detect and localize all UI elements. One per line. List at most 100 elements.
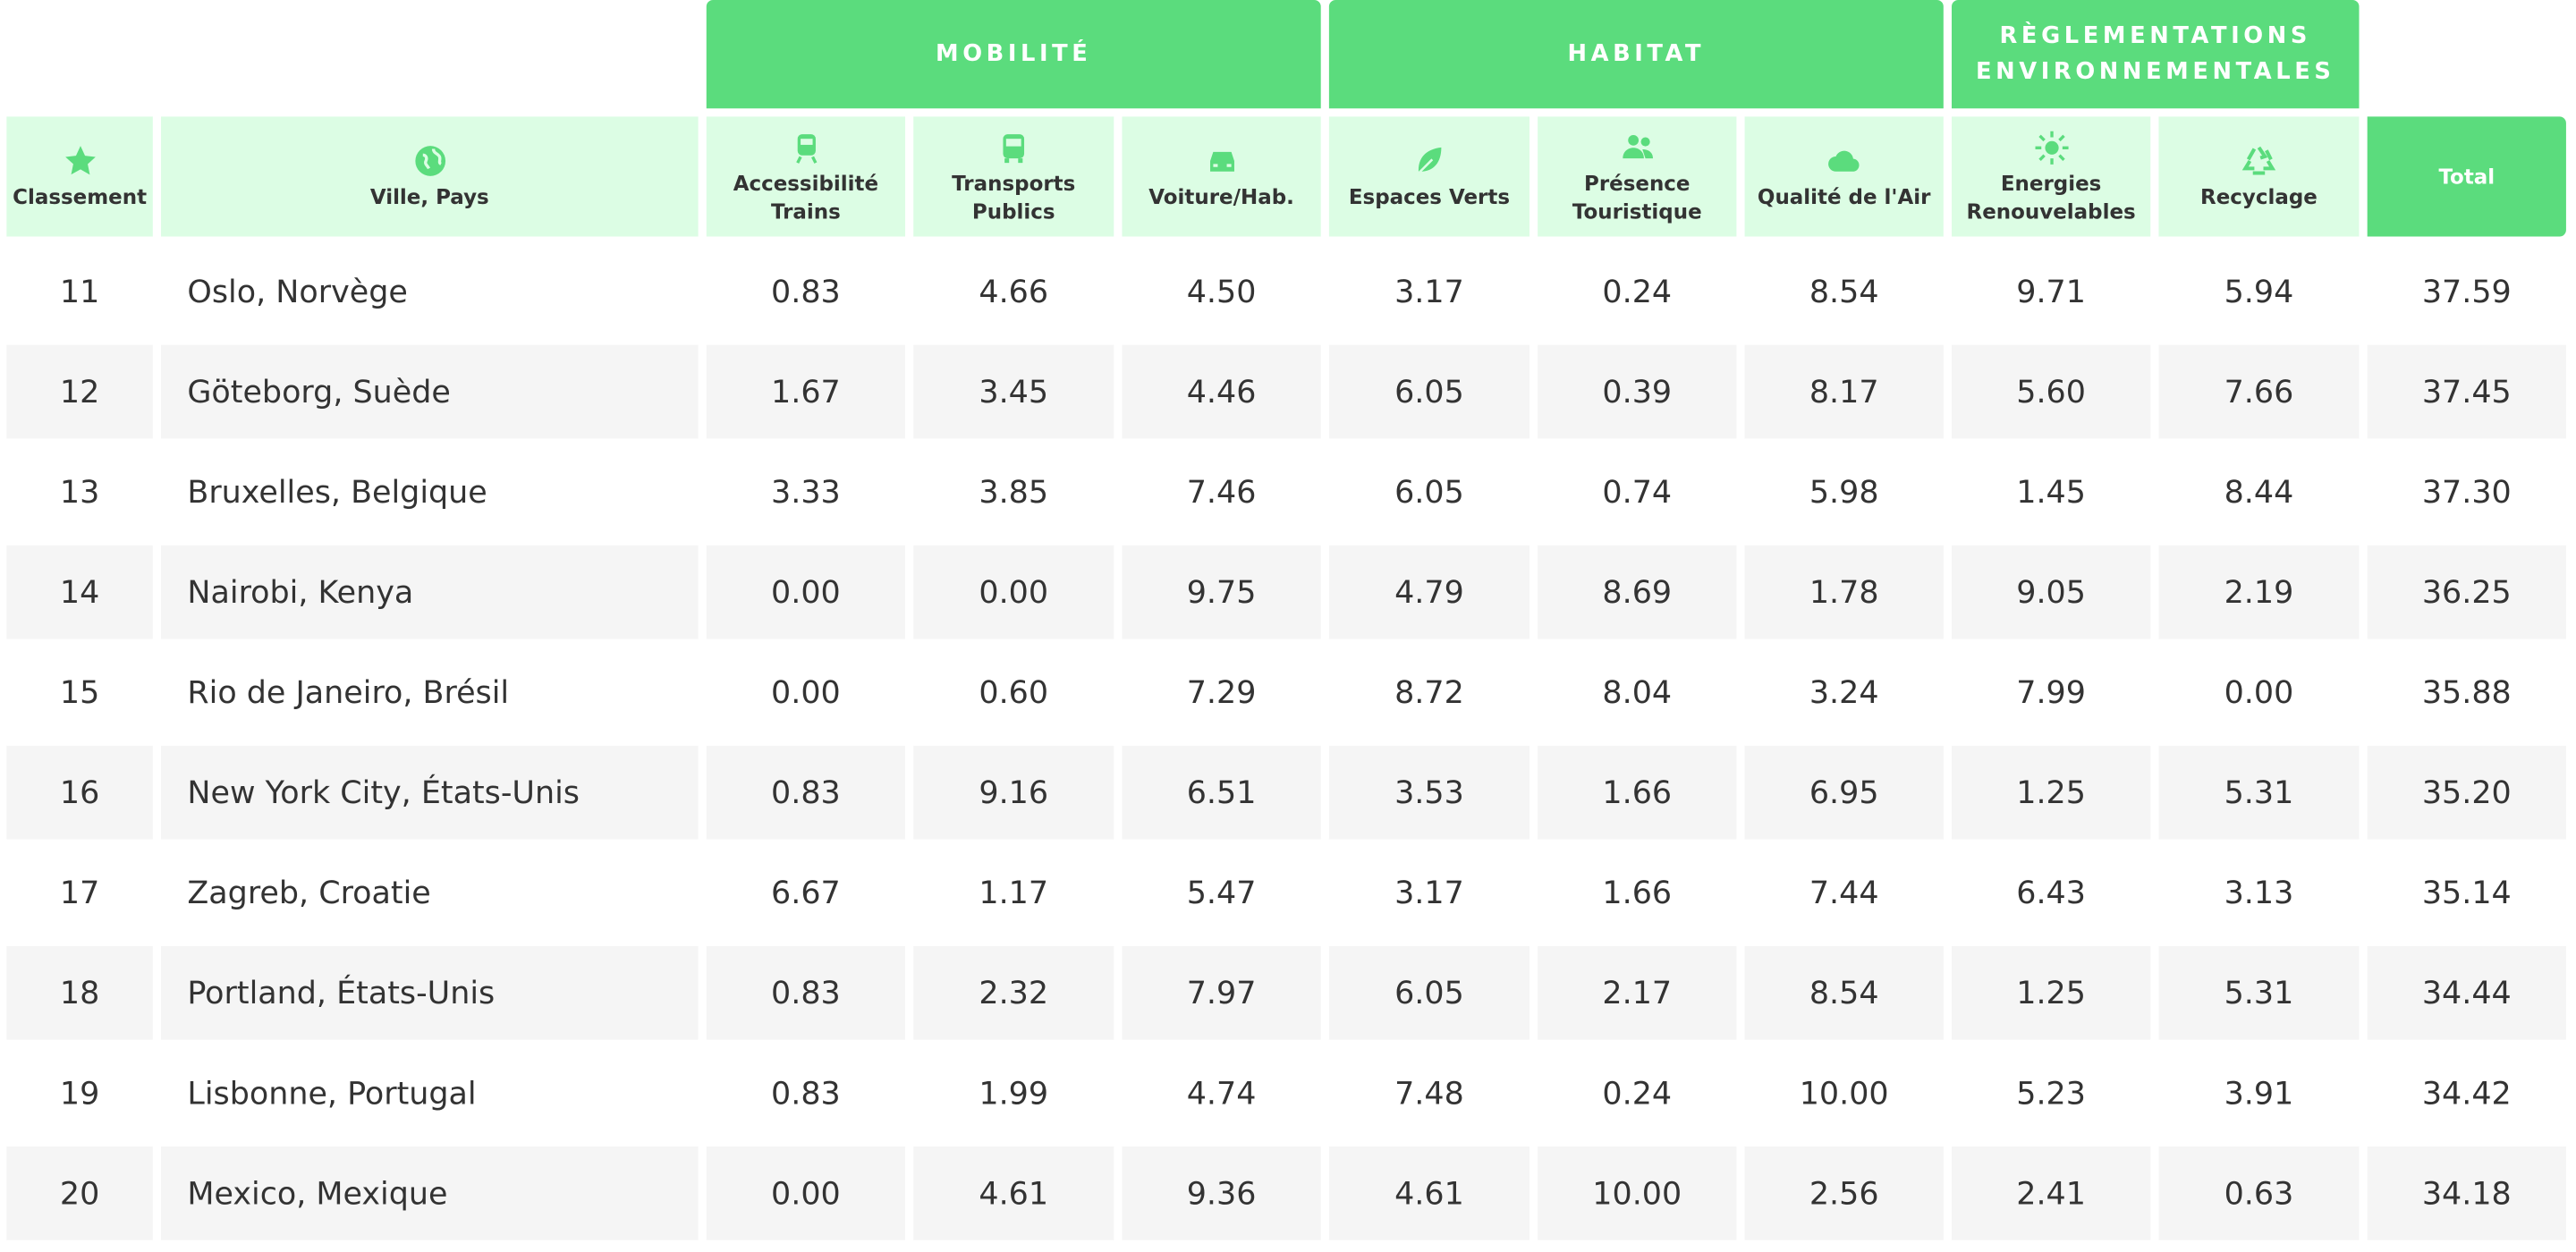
- value-cell: 1.67: [706, 344, 906, 439]
- cell-text: 0.83: [771, 1075, 841, 1112]
- value-cell: 0.00: [706, 545, 906, 639]
- column-header: Total: [2367, 116, 2566, 237]
- cell-text: 0.00: [771, 673, 841, 711]
- value-cell: 2.19: [2158, 545, 2360, 639]
- header-icon: [64, 146, 95, 175]
- cell-text: RÈGLEMENTATIONS ENVIRONNEMENTALES: [1976, 22, 2335, 86]
- city-cell: Bruxelles, Belgique: [161, 445, 699, 539]
- cell-text: 35.88: [2421, 673, 2512, 711]
- value-cell: 34.44: [2367, 945, 2566, 1040]
- cell-text: 18: [59, 975, 100, 1011]
- value-cell: 0.00: [706, 1146, 906, 1240]
- value-cell: 4.79: [1328, 545, 1530, 639]
- city-cell: Zagreb, Croatie: [161, 846, 699, 940]
- cell-text: 1.66: [1602, 875, 1673, 911]
- cell-text: 5.94: [2224, 273, 2294, 310]
- cell-text: 7.29: [1186, 673, 1257, 711]
- column-header: Qualité de l'Air: [1744, 116, 1944, 237]
- header-icon: [2034, 130, 2068, 164]
- cell-text: 6.95: [1809, 774, 1879, 811]
- value-cell: 8.69: [1538, 545, 1737, 639]
- cell-text: 1.99: [979, 1075, 1049, 1112]
- cell-text: 0.83: [771, 774, 841, 811]
- cell-text: 34.42: [2421, 1075, 2512, 1112]
- header-text: Ville, Pays: [369, 183, 489, 209]
- value-cell: 5.60: [1951, 344, 2151, 439]
- value-cell: 0.24: [1538, 1046, 1736, 1140]
- cell-text: 3.85: [979, 473, 1049, 511]
- cell-text: 6.05: [1394, 473, 1464, 511]
- cell-text: 6.43: [2016, 875, 2086, 911]
- value-cell: 2.32: [913, 945, 1114, 1040]
- value-cell: 8.54: [1744, 945, 1944, 1040]
- value-cell: 19: [6, 1046, 152, 1140]
- value-cell: 3.13: [2158, 846, 2359, 940]
- value-cell: 1.66: [1538, 745, 1737, 840]
- value-cell: 3.33: [707, 445, 905, 539]
- cell-text: 1.45: [2016, 473, 2086, 511]
- header-icon: [795, 133, 817, 163]
- value-cell: 6.43: [1952, 846, 2150, 940]
- cell-text: 20: [59, 1175, 100, 1212]
- value-cell: 3.53: [1328, 745, 1530, 840]
- header-text: Voiture/Hab.: [1148, 183, 1294, 209]
- cell-text: 11: [59, 273, 100, 310]
- cell-text: Zagreb, Croatie: [187, 875, 431, 911]
- cell-text: 37.45: [2421, 373, 2512, 410]
- cell-text: 5.60: [2016, 373, 2086, 410]
- value-cell: 17: [6, 846, 152, 940]
- header-text: Energies Renouvelables: [1966, 170, 2136, 223]
- value-cell: 1.25: [1951, 745, 2151, 840]
- value-cell: 7.44: [1745, 846, 1944, 940]
- cell-text: 16: [59, 774, 100, 811]
- value-cell: 0.83: [707, 245, 905, 339]
- cell-text: 0.63: [2224, 1175, 2294, 1212]
- value-cell: 6.05: [1328, 344, 1530, 439]
- cell-text: 7.48: [1394, 1075, 1464, 1112]
- cell-text: 3.17: [1394, 273, 1464, 310]
- value-cell: 7.29: [1122, 646, 1320, 740]
- value-cell: 0.60: [913, 646, 1114, 740]
- value-cell: 3.91: [2158, 1046, 2359, 1140]
- value-cell: 4.74: [1122, 1046, 1320, 1140]
- cell-text: 34.18: [2421, 1175, 2512, 1212]
- cell-text: 5.31: [2224, 975, 2294, 1011]
- cell-text: 0.83: [771, 273, 841, 310]
- cell-text: 1.78: [1809, 573, 1879, 611]
- cell-text: 2.56: [1809, 1175, 1879, 1212]
- value-cell: 5.31: [2158, 745, 2360, 840]
- cell-text: Nairobi, Kenya: [187, 573, 414, 611]
- value-cell: 0.00: [913, 545, 1114, 639]
- cell-text: 2.32: [979, 975, 1049, 1011]
- header-icon: [1418, 147, 1442, 174]
- value-cell: 4.61: [913, 1146, 1114, 1240]
- city-cell: Mexico, Mexique: [160, 1146, 699, 1240]
- value-cell: 9.16: [913, 745, 1114, 840]
- cell-text: 35.20: [2421, 774, 2512, 811]
- value-cell: 37.30: [2368, 445, 2566, 539]
- value-cell: 16: [6, 745, 153, 840]
- cell-text: 9.75: [1186, 573, 1257, 611]
- cell-text: 3.53: [1394, 774, 1464, 811]
- cell-text: 5.31: [2224, 774, 2294, 811]
- cell-text: 7.46: [1186, 473, 1257, 511]
- cell-text: 4.74: [1186, 1075, 1257, 1112]
- header-icon: [414, 146, 445, 176]
- cell-text: 9.71: [2016, 273, 2086, 310]
- cell-text: Mexico, Mexique: [187, 1175, 448, 1212]
- value-cell: 9.05: [1951, 545, 2151, 639]
- cell-text: 37.30: [2421, 473, 2512, 511]
- header-text: Recyclage: [2200, 183, 2318, 209]
- cell-text: 9.16: [979, 774, 1049, 811]
- header-icon: [1622, 134, 1653, 158]
- value-cell: 34.42: [2368, 1046, 2566, 1140]
- cell-text: 2.41: [2016, 1175, 2086, 1212]
- cell-text: Oslo, Norvège: [187, 273, 408, 310]
- cell-text: 34.44: [2421, 975, 2512, 1011]
- cell-text: 8.54: [1809, 273, 1879, 310]
- cell-text: 9.05: [2016, 573, 2086, 611]
- value-cell: 1.66: [1538, 846, 1736, 940]
- header-text: Accessibilité Trains: [733, 170, 879, 223]
- value-cell: 1.17: [913, 846, 1114, 940]
- group-header: RÈGLEMENTATIONS ENVIRONNEMENTALES: [1951, 0, 2360, 109]
